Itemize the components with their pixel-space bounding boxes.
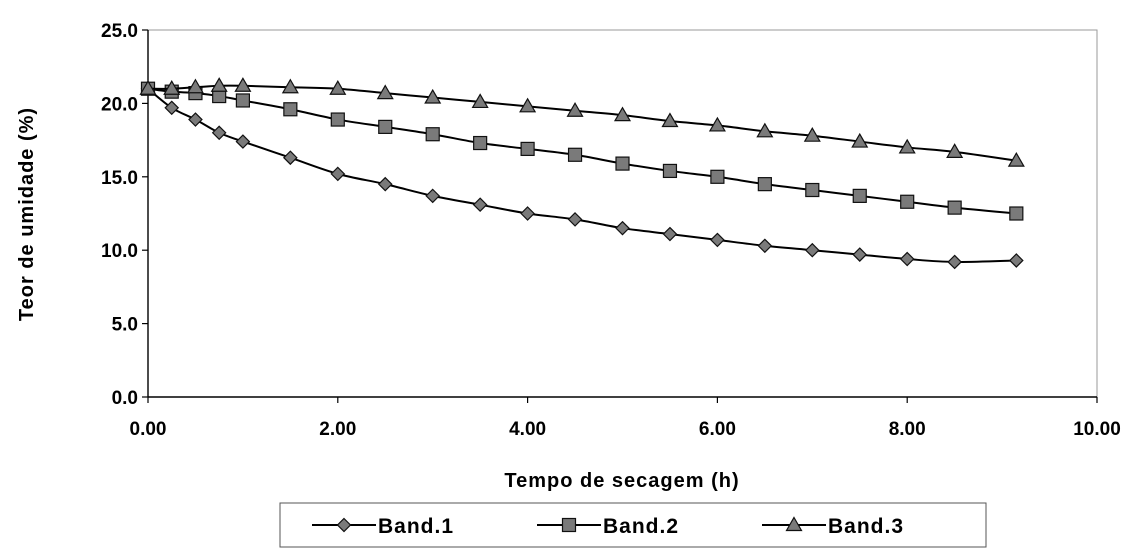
data-point <box>566 102 584 117</box>
data-point <box>1008 253 1024 268</box>
data-point <box>1009 206 1024 221</box>
y-tick-label: 20.0 <box>101 94 138 115</box>
data-point <box>163 80 181 95</box>
x-tick-label: 10.00 <box>1073 419 1121 440</box>
plot-area <box>147 29 1098 398</box>
data-point <box>378 119 393 134</box>
legend-item-1: Band.1 <box>312 515 454 538</box>
data-point <box>472 197 488 213</box>
y-tick-label: 25.0 <box>101 21 138 42</box>
data-point <box>376 84 394 100</box>
data-point <box>211 125 227 141</box>
data-point <box>851 132 869 148</box>
data-point <box>234 77 252 92</box>
data-point <box>757 177 772 192</box>
data-point <box>710 232 725 248</box>
data-point <box>852 247 868 262</box>
data-point <box>425 127 440 142</box>
data-point <box>139 80 157 95</box>
data-point <box>283 102 298 117</box>
series-2 <box>140 81 1024 221</box>
data-point <box>947 254 962 270</box>
data-point <box>613 106 632 122</box>
data-point <box>330 112 345 127</box>
series-3 <box>139 77 1025 167</box>
data-point <box>567 147 583 162</box>
x-tick-labels: 0.00 2.00 4.00 6.00 8.00 10.00 <box>130 397 1121 440</box>
data-point <box>803 126 821 142</box>
x-tick-label: 6.00 <box>699 419 736 440</box>
x-axis-title: Tempo de secagem (h) <box>504 470 739 492</box>
y-axis-title: Teor de umidade (%) <box>16 107 38 321</box>
data-point <box>805 182 820 198</box>
data-point <box>329 80 347 95</box>
data-point <box>710 169 725 184</box>
legend-label: Band.2 <box>603 515 679 538</box>
y-tick-label: 5.0 <box>112 315 138 336</box>
data-point <box>424 88 442 104</box>
x-tick-label: 4.00 <box>509 419 546 440</box>
data-point <box>899 251 915 267</box>
data-point <box>898 138 916 154</box>
data-point <box>900 194 915 209</box>
data-point <box>281 78 299 94</box>
data-point <box>377 176 393 192</box>
legend-item-2: Band.2 <box>537 515 679 538</box>
x-tick-label: 2.00 <box>319 419 356 440</box>
data-point <box>615 220 630 236</box>
data-point <box>804 242 820 258</box>
data-point <box>473 135 488 151</box>
legend-marker <box>785 516 803 532</box>
data-point <box>520 141 535 157</box>
x-tick-label: 8.00 <box>889 419 926 440</box>
legend-item-3: Band.3 <box>762 515 904 538</box>
data-point <box>567 212 583 227</box>
data-point <box>186 78 204 94</box>
data-point <box>662 163 678 179</box>
data-point <box>661 112 679 128</box>
data-point <box>1007 151 1025 167</box>
legend-label: Band.1 <box>378 515 454 538</box>
legend-marker <box>336 517 352 533</box>
data-point <box>188 112 203 127</box>
data-point <box>235 93 250 108</box>
y-tick-labels: 0.0 5.0 10.0 15.0 20.0 25.0 <box>101 21 148 409</box>
y-tick-label: 10.0 <box>101 241 138 262</box>
data-point <box>947 200 962 215</box>
y-tick-label: 15.0 <box>101 168 138 189</box>
data-point <box>164 100 180 116</box>
data-point <box>615 156 630 171</box>
data-point <box>757 238 773 254</box>
data-point <box>471 93 489 109</box>
data-point <box>519 97 537 113</box>
data-point <box>210 77 228 92</box>
legend-box <box>279 502 987 548</box>
legend-marker <box>561 517 577 533</box>
series-layer <box>139 77 1025 270</box>
data-point <box>852 188 867 203</box>
data-point <box>235 134 251 149</box>
data-point <box>662 226 678 242</box>
y-tick-label: 0.0 <box>112 388 138 409</box>
data-point <box>520 206 535 221</box>
data-point <box>330 166 346 182</box>
x-tick-label: 0.00 <box>130 419 167 440</box>
data-point <box>756 122 774 138</box>
data-point <box>708 116 726 132</box>
series-1 <box>140 81 1024 270</box>
data-point <box>425 188 441 204</box>
legend: Band.1 Band.2 Band.3 <box>279 502 987 548</box>
legend-label: Band.3 <box>828 515 904 538</box>
data-point <box>946 143 964 158</box>
data-point <box>283 150 298 166</box>
